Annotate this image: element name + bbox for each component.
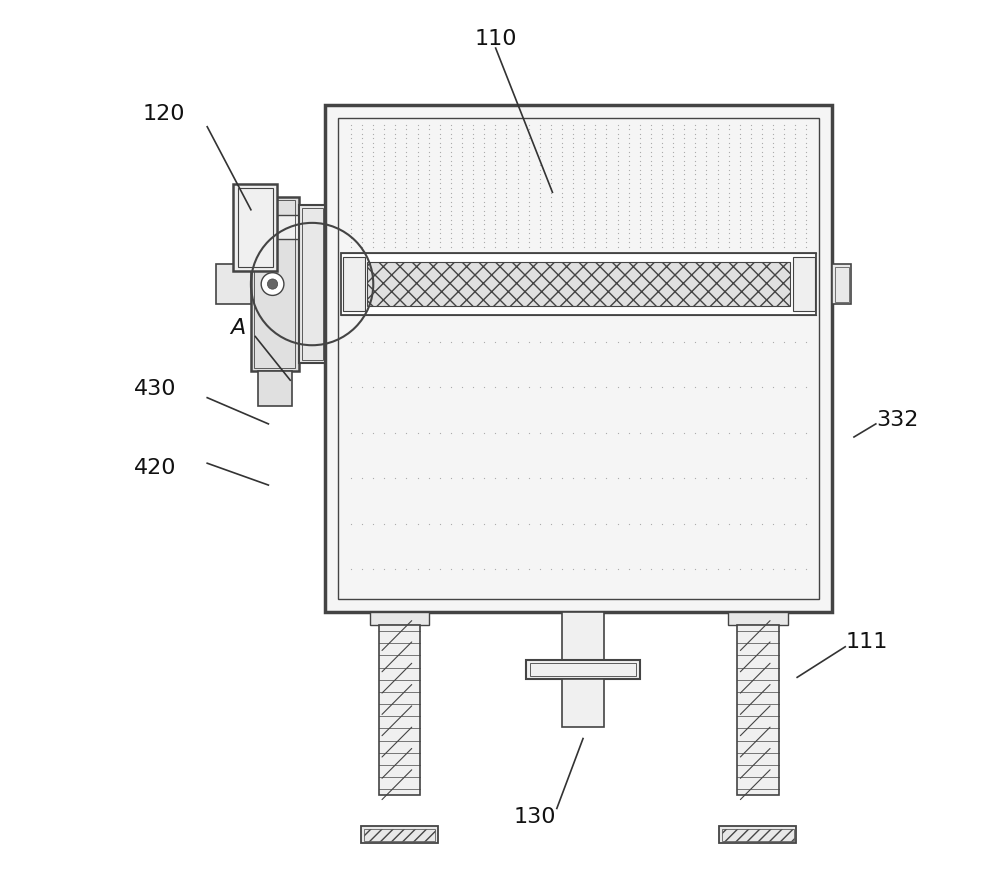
Bar — [562, 612, 604, 660]
Text: 332: 332 — [876, 410, 919, 429]
Text: 120: 120 — [142, 104, 185, 123]
Bar — [233, 184, 277, 271]
Text: A: A — [230, 318, 245, 337]
Bar — [361, 826, 438, 843]
Bar — [526, 660, 640, 679]
Bar — [530, 663, 636, 676]
Bar — [254, 200, 295, 368]
Bar — [338, 118, 819, 599]
Bar — [277, 215, 325, 239]
Bar — [835, 267, 849, 302]
Text: 111: 111 — [846, 633, 888, 652]
Bar — [832, 264, 851, 304]
Text: 130: 130 — [514, 808, 556, 827]
Bar — [299, 205, 325, 363]
Bar — [302, 208, 323, 360]
Bar — [364, 829, 435, 841]
Bar — [325, 105, 832, 612]
Circle shape — [267, 279, 278, 289]
Bar — [793, 257, 815, 311]
Text: 420: 420 — [134, 458, 176, 477]
Text: 430: 430 — [134, 379, 176, 399]
Bar — [238, 188, 273, 267]
Bar — [379, 625, 420, 795]
Bar — [216, 264, 251, 303]
Bar — [562, 679, 604, 727]
Bar — [251, 197, 299, 371]
Text: 110: 110 — [474, 30, 517, 49]
Bar — [737, 625, 779, 795]
Bar — [728, 612, 788, 625]
Bar — [341, 253, 816, 315]
Bar — [719, 826, 796, 843]
Bar — [722, 829, 794, 841]
Bar — [367, 262, 790, 306]
Bar — [370, 612, 429, 625]
Bar — [343, 257, 365, 311]
Circle shape — [261, 273, 284, 295]
Bar — [258, 371, 292, 406]
